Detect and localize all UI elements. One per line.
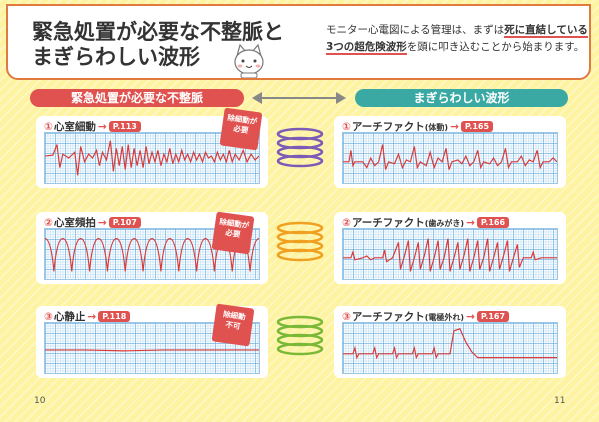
- card-heading: ②心室頻拍 → P.107: [44, 215, 141, 230]
- ecg-strip: [342, 132, 558, 184]
- page-title: 緊急処置が必要な不整脈と まぎらわしい波形: [32, 20, 302, 70]
- item-name: アーチファクト: [351, 217, 425, 229]
- page-ref-link[interactable]: P.165: [460, 121, 494, 132]
- defibrillation-badge: 除細動が 必要: [219, 107, 263, 151]
- item-name: 心静止: [53, 311, 86, 323]
- item-name: 心室細動: [53, 121, 96, 133]
- ecg-strip: [342, 228, 558, 280]
- page-number-left: 10: [34, 396, 46, 406]
- item-subtitle: (体動): [424, 123, 449, 132]
- item-number: ③: [44, 311, 53, 323]
- page-number-right: 11: [554, 396, 566, 406]
- defibrillation-badge: 除細動が 必要: [211, 211, 255, 255]
- card-heading: ①心室細動 → P.113: [44, 119, 141, 134]
- card-heading: ②アーチファクト(歯みがき) → P.166: [342, 215, 510, 230]
- orange-rings-icon: [276, 221, 324, 262]
- item-name: アーチファクト: [351, 311, 425, 323]
- cat-mascot-icon: [234, 43, 264, 78]
- defibrillation-badge: 除細動 不可: [211, 303, 255, 347]
- page-ref-link[interactable]: P.118: [98, 311, 131, 322]
- page-ref-link[interactable]: P.107: [108, 217, 141, 228]
- ecg-waveform: [343, 328, 557, 360]
- page-ref-link[interactable]: P.166: [476, 217, 510, 228]
- item-name: 心室頻拍: [53, 217, 96, 229]
- ecg-waveform: [343, 144, 557, 170]
- intro-part-2: を頭に叩き込むことから始まります。: [406, 41, 585, 53]
- card-artifact-body-movement: ①アーチファクト(体動) → P.165: [334, 116, 566, 188]
- card-artifact-tooth-brushing: ②アーチファクト(歯みがき) → P.166: [334, 212, 566, 284]
- intro-text: モニター心電図による管理は、まずは死に直結している3つの超危険波形を頭に叩き込む…: [326, 22, 588, 56]
- item-number: ②: [44, 217, 53, 229]
- purple-rings-icon: [276, 127, 324, 168]
- double-arrow-icon: [252, 92, 346, 104]
- card-heading: ③心静止 → P.118: [44, 309, 131, 324]
- card-heading: ③アーチファクト(電極外れ) → P.167: [342, 309, 510, 324]
- item-name: アーチファクト: [351, 121, 425, 133]
- item-subtitle: (歯みがき): [424, 219, 465, 228]
- arrow-icon: →: [450, 121, 459, 133]
- item-number: ②: [342, 217, 351, 229]
- arrow-icon: →: [87, 311, 97, 323]
- ecg-waveform: [45, 349, 259, 352]
- card-artifact-electrode-detached: ③アーチファクト(電極外れ) → P.167: [334, 306, 566, 378]
- ecg-waveform: [343, 238, 557, 272]
- item-number: ①: [44, 121, 53, 133]
- arrow-icon: →: [466, 311, 475, 323]
- title-line-2: まぎらわしい波形: [32, 45, 200, 69]
- item-number: ①: [342, 121, 351, 133]
- right-column-header: まぎらわしい波形: [355, 89, 568, 107]
- arrow-icon: →: [466, 217, 475, 229]
- left-column-header: 緊急処置が必要な不整脈: [30, 89, 244, 107]
- item-subtitle: (電極外れ): [424, 313, 465, 322]
- card-heading: ①アーチファクト(体動) → P.165: [342, 119, 494, 134]
- header-panel: 緊急処置が必要な不整脈と まぎらわしい波形 モニター心電図による管理は、まずは死…: [6, 4, 591, 80]
- intro-highlight: 死に直結している3つの超危険波形: [326, 24, 588, 55]
- page-ref-link[interactable]: P.167: [476, 311, 510, 322]
- arrow-icon: →: [97, 217, 107, 229]
- ecg-strip: [44, 322, 260, 374]
- item-number: ③: [342, 311, 351, 323]
- intro-part-1: モニター心電図による管理は、まずは: [326, 24, 505, 36]
- ecg-waveform: [45, 140, 259, 176]
- green-rings-icon: [276, 315, 324, 356]
- title-line-1: 緊急処置が必要な不整脈と: [32, 20, 284, 44]
- arrow-icon: →: [97, 121, 107, 133]
- page-ref-link[interactable]: P.113: [108, 121, 141, 132]
- ecg-strip: [342, 322, 558, 374]
